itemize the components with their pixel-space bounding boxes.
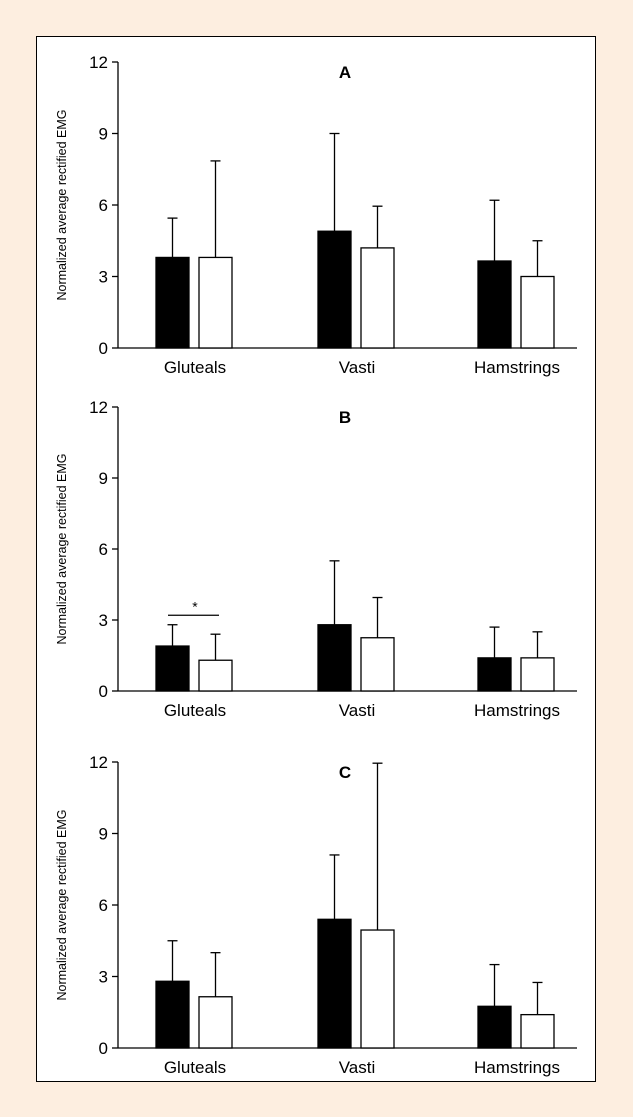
panel-a-category-label: Hamstrings xyxy=(474,358,560,377)
panel-b-y-tick-label: 9 xyxy=(99,469,108,488)
panel-a-bar-gluteals-series-1 xyxy=(155,256,190,349)
panel-b-bar-gluteals-series-1 xyxy=(155,645,190,692)
panel-c-title: C xyxy=(339,763,351,782)
panel-a-bar-hamstrings-series-2 xyxy=(520,275,555,349)
panel-c-y-axis-label: Normalized average rectified EMG xyxy=(55,809,69,1000)
panel-c-bar-hamstrings-series-2 xyxy=(520,1013,555,1049)
panel-c-bar-gluteals-series-1 xyxy=(155,980,190,1049)
panel-c-y-tick-label: 12 xyxy=(89,753,108,772)
panel-c-category-label: Gluteals xyxy=(164,1058,226,1077)
panel-b-significance-marker: * xyxy=(192,598,198,614)
figure-frame xyxy=(36,36,596,1082)
panel-c-y-tick-label: 9 xyxy=(99,825,108,844)
panel-b-bar-hamstrings-series-1 xyxy=(477,657,512,692)
panel-a-title: A xyxy=(339,63,351,82)
panel-b-category-label: Gluteals xyxy=(164,701,226,720)
panel-a-bar-vasti-series-1 xyxy=(317,230,352,349)
panel-a-category-label: Vasti xyxy=(339,358,376,377)
panel-c-y-tick-label: 6 xyxy=(99,896,108,915)
panel-b-bar-gluteals-series-2 xyxy=(198,659,233,692)
panel-c-bar-vasti-series-1 xyxy=(317,918,352,1049)
panel-c-bar-gluteals-series-2 xyxy=(198,996,233,1049)
panel-b-y-tick-label: 6 xyxy=(99,540,108,559)
panel-a-y-tick-label: 12 xyxy=(89,53,108,72)
panel-b-title: B xyxy=(339,408,351,427)
panel-b-category-label: Vasti xyxy=(339,701,376,720)
panel-c-category-label: Hamstrings xyxy=(474,1058,560,1077)
panel-a-y-tick-label: 6 xyxy=(99,196,108,215)
panel-c-y-tick-label: 0 xyxy=(99,1039,108,1058)
panel-b-y-axis-label: Normalized average rectified EMG xyxy=(55,453,69,644)
panel-b-category-label: Hamstrings xyxy=(474,701,560,720)
panel-a-y-tick-label: 9 xyxy=(99,125,108,144)
panel-a-y-axis-label: Normalized average rectified EMG xyxy=(55,109,69,300)
panel-a-bar-vasti-series-2 xyxy=(360,247,395,349)
panel-b-y-tick-label: 3 xyxy=(99,611,108,630)
panel-a-y-tick-label: 0 xyxy=(99,339,108,358)
panel-c-bar-vasti-series-2 xyxy=(360,929,395,1049)
panel-c-bar-hamstrings-series-1 xyxy=(477,1005,512,1049)
panel-b-y-tick-label: 12 xyxy=(89,398,108,417)
panel-b-bar-vasti-series-2 xyxy=(360,637,395,692)
panel-b-bar-vasti-series-1 xyxy=(317,624,352,692)
panel-c-category-label: Vasti xyxy=(339,1058,376,1077)
panel-c-y-tick-label: 3 xyxy=(99,968,108,987)
panel-a-bar-hamstrings-series-1 xyxy=(477,260,512,349)
panel-a-bar-gluteals-series-2 xyxy=(198,256,233,349)
panel-a-y-tick-label: 3 xyxy=(99,268,108,287)
panel-b-bar-hamstrings-series-2 xyxy=(520,657,555,692)
panel-a-category-label: Gluteals xyxy=(164,358,226,377)
panel-b-y-tick-label: 0 xyxy=(99,682,108,701)
